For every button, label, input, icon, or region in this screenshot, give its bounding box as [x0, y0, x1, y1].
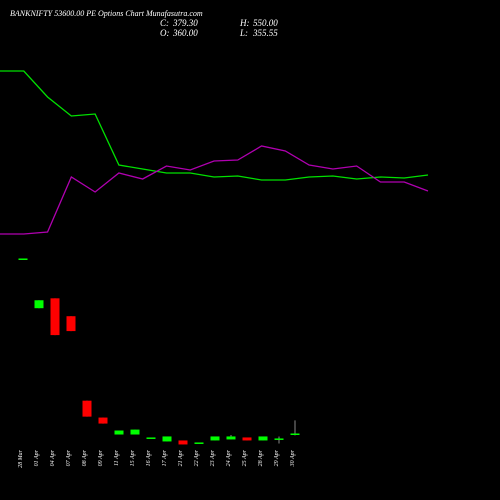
x-tick-label: 07 Apr [66, 449, 72, 466]
candle-body [226, 436, 236, 440]
x-tick-label: 25 Apr [242, 449, 248, 466]
stat-value: 379.30 [172, 18, 198, 28]
indicator-line [0, 70, 429, 181]
x-tick-label: 01 Apr [34, 449, 40, 466]
candle-body [290, 433, 300, 435]
candle-body [66, 316, 76, 332]
candle-body [114, 430, 124, 435]
x-tick-label: 24 Apr [225, 449, 232, 466]
x-tick-label: 09 Apr [98, 449, 104, 466]
x-tick-label: 22 Apr [194, 449, 200, 466]
candle-body [98, 417, 108, 424]
x-tick-label: 21 Apr [178, 449, 184, 466]
stat-value: 550.00 [253, 18, 278, 28]
candle-body [82, 400, 92, 417]
x-tick-label: 15 Apr [130, 449, 136, 466]
chart-title: BANKNIFTY 53600.00 PE Options Chart Muna… [10, 9, 203, 18]
candle-body [258, 436, 268, 441]
x-tick-label: 04 Apr [49, 449, 56, 466]
indicator-line [0, 145, 429, 235]
x-tick-label: 28 Apr [258, 449, 264, 466]
stat-value: 360.00 [172, 28, 198, 38]
candle-body [18, 258, 28, 260]
candle-body [242, 437, 252, 441]
stat-label: C: [160, 18, 169, 28]
candle-body [162, 436, 172, 442]
stat-label: H: [239, 18, 250, 28]
candle-body [210, 436, 220, 441]
x-tick-label: 29 Apr [274, 449, 280, 466]
stat-value: 355.55 [252, 28, 278, 38]
candle-body [146, 437, 156, 439]
x-tick-label: 11 Apr [114, 449, 120, 466]
stat-label: O: [160, 28, 170, 38]
x-tick-label: 17 Apr [162, 449, 168, 466]
candle-body [274, 438, 284, 440]
candle-body [130, 429, 140, 435]
candle-body [178, 440, 188, 445]
candle-body [50, 298, 60, 336]
x-tick-label: 30 Apr [290, 449, 296, 467]
x-tick-label: 28 Mar [18, 449, 24, 467]
x-tick-label: 08 Apr [82, 449, 88, 466]
x-tick-label: 23 Apr [210, 449, 216, 466]
x-tick-label: 16 Apr [146, 449, 152, 466]
candle-body [34, 300, 44, 309]
stat-label: L: [239, 28, 248, 38]
candle-body [194, 442, 204, 444]
